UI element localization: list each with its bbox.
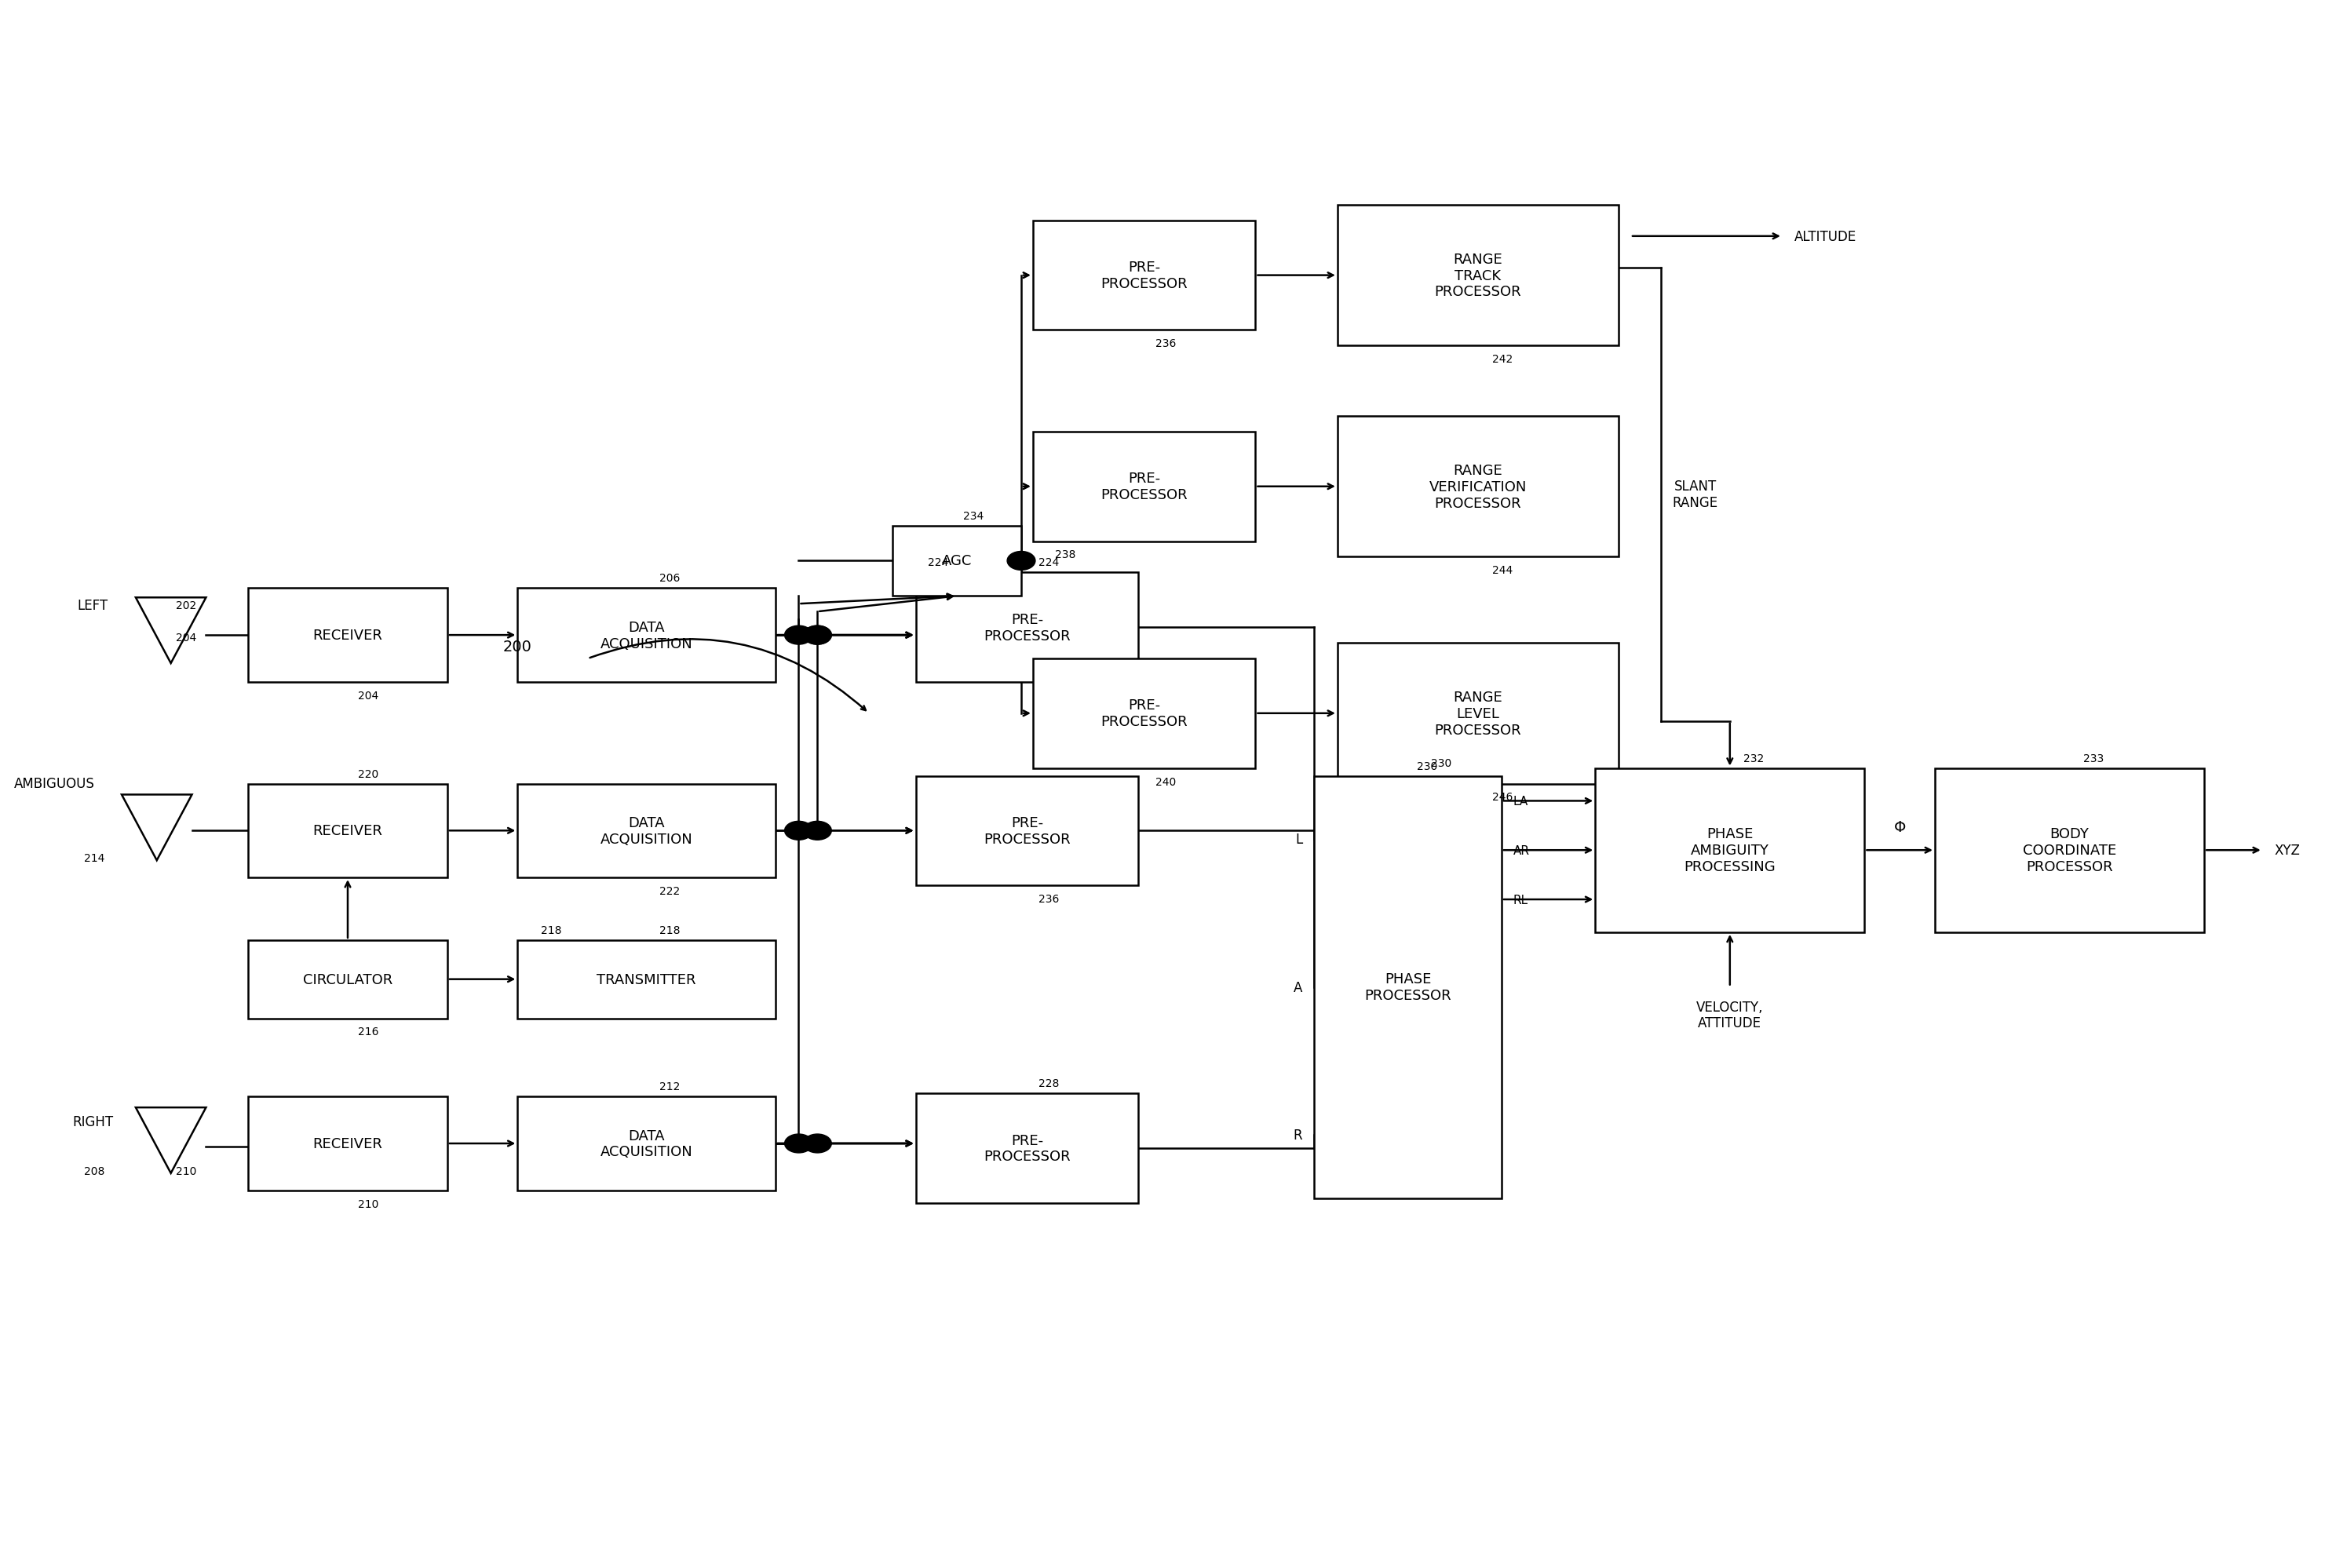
Text: PRE-
PROCESSOR: PRE- PROCESSOR xyxy=(1101,698,1188,729)
Text: 236: 236 xyxy=(1155,339,1176,350)
Bar xyxy=(519,588,775,682)
Text: 214: 214 xyxy=(84,853,106,864)
Text: RECEIVER: RECEIVER xyxy=(312,1137,383,1151)
Bar xyxy=(892,525,1021,596)
Text: 222: 222 xyxy=(660,886,681,897)
Text: TRANSMITTER: TRANSMITTER xyxy=(596,972,697,986)
Text: 216: 216 xyxy=(357,1027,378,1038)
Text: 202: 202 xyxy=(176,601,197,612)
Text: 220: 220 xyxy=(357,768,378,779)
Text: 230: 230 xyxy=(1432,757,1453,768)
Bar xyxy=(1338,417,1619,557)
Text: BODY
COORDINATE
PROCESSOR: BODY COORDINATE PROCESSOR xyxy=(2023,826,2117,873)
Text: 238: 238 xyxy=(1056,549,1075,560)
Bar xyxy=(249,1096,448,1190)
Bar xyxy=(915,776,1138,886)
Text: PRE-
PROCESSOR: PRE- PROCESSOR xyxy=(1101,260,1188,292)
Text: 200: 200 xyxy=(502,638,533,654)
Text: CIRCULATOR: CIRCULATOR xyxy=(303,972,392,986)
Text: PHASE
PROCESSOR: PHASE PROCESSOR xyxy=(1364,972,1450,1002)
Text: DATA
ACQUISITION: DATA ACQUISITION xyxy=(601,621,692,651)
Bar xyxy=(1314,776,1502,1198)
Circle shape xyxy=(803,822,831,840)
Text: AR: AR xyxy=(1514,845,1530,856)
Circle shape xyxy=(803,626,831,644)
Bar xyxy=(519,1096,775,1190)
Text: 244: 244 xyxy=(1493,564,1514,575)
Circle shape xyxy=(803,1134,831,1152)
Circle shape xyxy=(784,822,812,840)
Bar xyxy=(915,572,1138,682)
Bar xyxy=(249,784,448,878)
Text: 236: 236 xyxy=(1037,894,1058,905)
Text: 224: 224 xyxy=(927,557,948,568)
Text: RIGHT: RIGHT xyxy=(73,1115,113,1129)
Text: 206: 206 xyxy=(660,572,681,583)
Text: 242: 242 xyxy=(1493,354,1514,365)
Text: XYZ: XYZ xyxy=(2274,844,2300,858)
Text: LA: LA xyxy=(1514,795,1528,808)
Text: 218: 218 xyxy=(660,925,681,936)
Text: RECEIVER: RECEIVER xyxy=(312,823,383,837)
Text: 218: 218 xyxy=(542,925,561,936)
Bar xyxy=(1033,659,1256,768)
Bar xyxy=(519,941,775,1019)
Text: Φ: Φ xyxy=(1894,820,1906,834)
Text: PRE-
PROCESSOR: PRE- PROCESSOR xyxy=(983,1134,1070,1163)
Text: ALTITUDE: ALTITUDE xyxy=(1795,229,1856,243)
Circle shape xyxy=(784,626,812,644)
Bar xyxy=(1596,768,1864,933)
Text: 228: 228 xyxy=(1037,1077,1058,1088)
Text: RANGE
LEVEL
PROCESSOR: RANGE LEVEL PROCESSOR xyxy=(1434,690,1521,737)
Text: VELOCITY,
ATTITUDE: VELOCITY, ATTITUDE xyxy=(1697,1000,1763,1030)
Text: PRE-
PROCESSOR: PRE- PROCESSOR xyxy=(983,815,1070,847)
Text: DATA
ACQUISITION: DATA ACQUISITION xyxy=(601,815,692,847)
Text: 230: 230 xyxy=(1418,760,1439,771)
Text: 233: 233 xyxy=(2084,753,2103,764)
Text: PHASE
AMBIGUITY
PROCESSING: PHASE AMBIGUITY PROCESSING xyxy=(1685,826,1777,873)
Text: 232: 232 xyxy=(1744,753,1765,764)
Text: AGC: AGC xyxy=(941,554,972,568)
Text: RANGE
TRACK
PROCESSOR: RANGE TRACK PROCESSOR xyxy=(1434,252,1521,299)
Text: 208: 208 xyxy=(84,1165,106,1176)
Circle shape xyxy=(1007,552,1035,571)
Bar xyxy=(1033,221,1256,331)
Bar xyxy=(519,784,775,878)
Text: PRE-
PROCESSOR: PRE- PROCESSOR xyxy=(983,613,1070,643)
Text: AMBIGUOUS: AMBIGUOUS xyxy=(14,776,94,792)
Text: A: A xyxy=(1293,980,1303,994)
Bar xyxy=(249,588,448,682)
Bar xyxy=(1338,205,1619,347)
Circle shape xyxy=(784,1134,812,1152)
Text: LEFT: LEFT xyxy=(77,599,108,613)
Bar xyxy=(1033,433,1256,541)
Text: 224: 224 xyxy=(1037,557,1058,568)
Text: PRE-
PROCESSOR: PRE- PROCESSOR xyxy=(1101,472,1188,502)
Bar xyxy=(1934,768,2204,933)
Bar xyxy=(915,1093,1138,1203)
Bar xyxy=(1338,643,1619,784)
Text: DATA
ACQUISITION: DATA ACQUISITION xyxy=(601,1129,692,1159)
Text: RL: RL xyxy=(1514,894,1528,906)
Bar xyxy=(249,941,448,1019)
Text: RANGE
VERIFICATION
PROCESSOR: RANGE VERIFICATION PROCESSOR xyxy=(1429,464,1528,510)
Text: 204: 204 xyxy=(176,632,197,643)
Text: L: L xyxy=(1296,833,1303,847)
Text: 212: 212 xyxy=(660,1080,681,1091)
Circle shape xyxy=(803,626,831,644)
Text: 210: 210 xyxy=(357,1198,378,1209)
Text: RECEIVER: RECEIVER xyxy=(312,629,383,643)
Text: 234: 234 xyxy=(962,510,983,521)
Text: 204: 204 xyxy=(357,690,378,701)
Text: 210: 210 xyxy=(176,1165,197,1176)
Text: 240: 240 xyxy=(1155,776,1176,787)
Text: 246: 246 xyxy=(1493,792,1514,803)
Text: R: R xyxy=(1293,1127,1303,1142)
Text: SLANT
RANGE: SLANT RANGE xyxy=(1673,480,1718,510)
